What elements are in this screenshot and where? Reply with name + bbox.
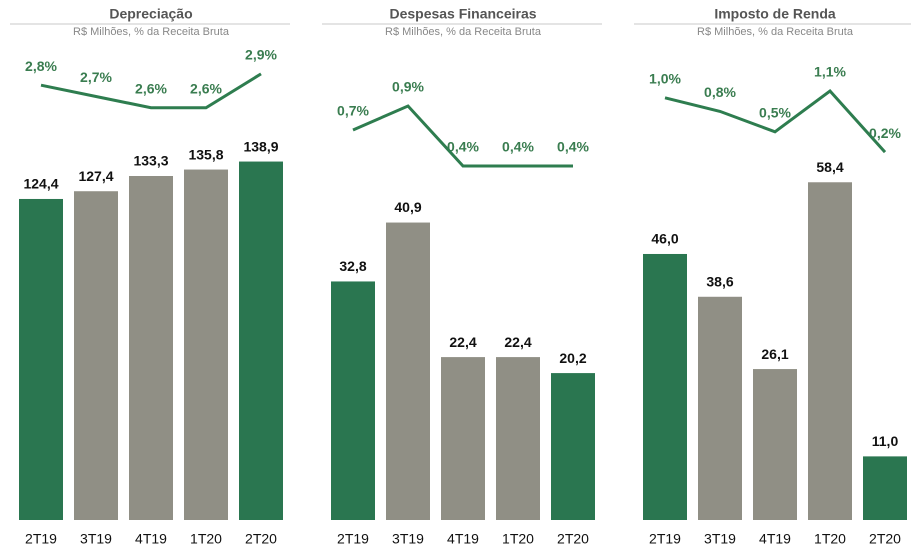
line-value-label: 2,6% (135, 80, 167, 96)
bar (19, 198, 63, 520)
x-tick-label: 2T20 (245, 531, 277, 547)
x-tick-label: 1T20 (502, 531, 534, 547)
bar (496, 357, 540, 520)
bar (643, 253, 687, 521)
x-tick-label: 4T19 (447, 531, 479, 547)
bar-value-label: 138,9 (243, 138, 278, 154)
line-value-label: 0,4% (447, 139, 479, 155)
bar-value-label: 124,4 (23, 176, 58, 192)
percent-line (664, 88, 887, 154)
bar (863, 456, 907, 520)
x-tick-label: 2T20 (869, 531, 901, 547)
line-value-label: 2,9% (245, 47, 277, 63)
line-value-label: 2,6% (190, 80, 222, 96)
bar-value-label: 127,4 (78, 168, 113, 184)
line-value-label: 2,8% (25, 58, 57, 74)
bar-value-label: 40,9 (394, 199, 421, 215)
bar (331, 281, 375, 520)
x-tick-label: 2T19 (25, 531, 57, 547)
line-value-label: 0,9% (392, 79, 424, 95)
line-value-label: 0,4% (557, 139, 589, 155)
x-tick-label: 4T19 (759, 531, 791, 547)
bar-value-label: 11,0 (872, 433, 899, 449)
bar (184, 169, 228, 520)
line-value-label: 0,7% (337, 103, 369, 119)
line-value-label: 1,0% (649, 70, 681, 86)
bar (753, 369, 797, 520)
line-value-label: 0,8% (704, 84, 736, 100)
x-tick-label: 2T19 (337, 531, 369, 547)
x-tick-label: 2T20 (557, 531, 589, 547)
panel-title: Depreciação (109, 6, 192, 22)
panel-title: Imposto de Renda (714, 6, 836, 22)
bar (386, 222, 430, 520)
percent-line (40, 72, 262, 110)
bar (239, 161, 283, 520)
bar-value-label: 135,8 (188, 146, 223, 162)
bar-value-label: 58,4 (816, 159, 843, 175)
panel-subtitle: R$ Milhões, % da Receita Bruta (73, 26, 230, 38)
bar-value-label: 133,3 (133, 153, 168, 169)
x-tick-label: 4T19 (135, 531, 167, 547)
panel-title: Despesas Financeiras (389, 6, 536, 22)
line-value-label: 1,1% (814, 64, 846, 80)
x-tick-label: 3T19 (704, 531, 736, 547)
bar-value-label: 22,4 (449, 334, 476, 350)
x-tick-label: 3T19 (392, 531, 424, 547)
bar (551, 373, 595, 520)
percent-line (352, 104, 573, 168)
x-tick-label: 3T19 (80, 531, 112, 547)
bar-value-label: 20,2 (559, 350, 586, 366)
bar (698, 296, 742, 520)
bar-value-label: 46,0 (651, 231, 678, 247)
line-value-label: 0,2% (869, 125, 901, 141)
bar-value-label: 38,6 (706, 273, 733, 289)
x-tick-label: 1T20 (190, 531, 222, 547)
bar (74, 191, 118, 520)
x-tick-label: 2T19 (649, 531, 681, 547)
panel-subtitle: R$ Milhões, % da Receita Bruta (697, 26, 854, 38)
bar (441, 357, 485, 520)
bar-value-label: 22,4 (504, 334, 531, 350)
bar-value-label: 26,1 (761, 346, 788, 362)
bar-value-label: 32,8 (339, 258, 366, 274)
bar (129, 176, 173, 520)
line-value-label: 0,4% (502, 139, 534, 155)
panel-subtitle: R$ Milhões, % da Receita Bruta (385, 26, 542, 38)
bar (808, 182, 852, 520)
line-value-label: 0,5% (759, 104, 791, 120)
x-tick-label: 1T20 (814, 531, 846, 547)
line-value-label: 2,7% (80, 69, 112, 85)
